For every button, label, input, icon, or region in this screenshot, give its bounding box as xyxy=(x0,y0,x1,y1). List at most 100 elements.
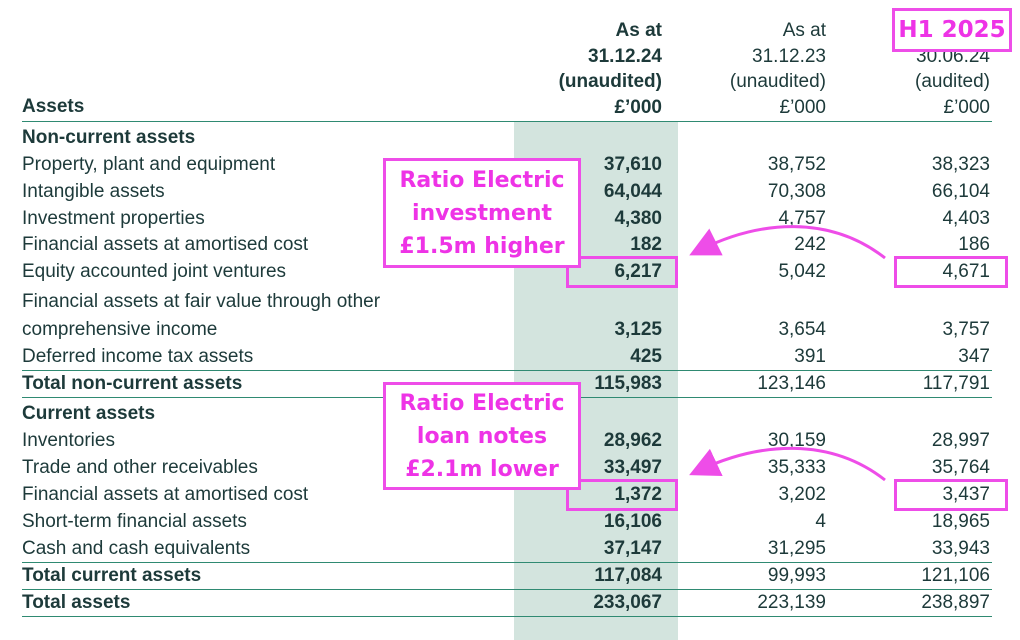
value-2024: 37,610 xyxy=(603,154,662,175)
row-label: Financial assets at fair value through o… xyxy=(22,291,381,312)
row-label: Cash and cash equivalents xyxy=(22,538,251,559)
callout-line: loan notes xyxy=(416,424,548,449)
value-2023: 4,757 xyxy=(778,208,826,229)
callout-line: £2.1m lower xyxy=(405,457,559,482)
col1-header: As at 31.12.24 (unaudited) £’000 xyxy=(520,18,662,120)
value-jun24: 121,106 xyxy=(921,565,990,586)
highlight-box-equity-jun24 xyxy=(894,256,1008,288)
arrow-equity xyxy=(689,225,886,260)
col1-header-line1: As at xyxy=(615,20,662,41)
value-2024: 425 xyxy=(630,346,662,367)
callout-line: Ratio Electric xyxy=(399,168,565,193)
value-jun24: 28,997 xyxy=(931,430,990,451)
value-2023: 5,042 xyxy=(778,261,826,282)
value-jun24: 347 xyxy=(958,346,990,367)
value-jun24: 238,897 xyxy=(921,592,990,613)
value-2024: 16,106 xyxy=(603,511,662,532)
row-label: Short-term financial assets xyxy=(22,511,247,532)
value-2023: 30,159 xyxy=(767,430,826,451)
row-label: Financial assets at amortised cost xyxy=(22,484,309,505)
col1-header-line4: £’000 xyxy=(614,96,662,118)
total-row: Total assets 233,067 223,139 238,897 xyxy=(22,589,992,616)
row-label: Current assets xyxy=(22,403,156,424)
table-row: Short-term financial assets 16,106 4 18,… xyxy=(22,508,992,535)
value-2023: 35,333 xyxy=(767,457,826,478)
section-non-current: Non-current assets xyxy=(22,124,992,151)
value-jun24: 38,323 xyxy=(931,154,990,175)
value-2024: 28,962 xyxy=(603,430,662,451)
table-row: comprehensive income 3,125 3,654 3,757 xyxy=(22,316,992,343)
value-2024: 182 xyxy=(630,234,662,255)
section-current: Current assets xyxy=(22,400,992,427)
callout-line: investment xyxy=(411,201,553,226)
col1-header-line3: (unaudited) xyxy=(558,71,662,92)
total-rule xyxy=(22,589,992,590)
callout-loan-notes: Ratio Electric loan notes £2.1m lower xyxy=(383,382,581,490)
subtotal-rule xyxy=(22,562,992,563)
value-2024: 1,372 xyxy=(614,484,662,505)
value-2023: 99,993 xyxy=(767,565,826,586)
value-2023: 391 xyxy=(794,346,826,367)
table-row: Financial assets at amortised cost 1,372… xyxy=(22,481,992,508)
col1-header-line2: 31.12.24 xyxy=(588,45,662,67)
table-row: Inventories 28,962 30,159 28,997 xyxy=(22,427,992,454)
value-2023: 3,654 xyxy=(778,319,826,340)
row-label: Total assets xyxy=(22,592,131,613)
table-row: Investment properties 4,380 4,757 4,403 xyxy=(22,205,992,232)
table-row: Deferred income tax assets 425 391 347 xyxy=(22,343,992,370)
value-2023: 3,202 xyxy=(778,484,826,505)
value-2024: 117,084 xyxy=(594,565,662,586)
highlight-box-loan-2024 xyxy=(566,479,678,511)
h1-2025-tag: H1 2025 xyxy=(892,8,1012,52)
value-2024: 64,044 xyxy=(603,181,662,202)
callout-line: £1.5m higher xyxy=(399,234,565,259)
row-label: Non-current assets xyxy=(22,127,196,148)
callout-line: Ratio Electric xyxy=(399,391,565,416)
row-label: Investment properties xyxy=(22,208,205,229)
row-label: Property, plant and equipment xyxy=(22,154,276,175)
row-label: Total current assets xyxy=(22,565,202,586)
value-2023: 70,308 xyxy=(767,181,826,202)
total-rule xyxy=(22,616,992,617)
value-jun24: 117,791 xyxy=(922,373,990,394)
value-jun24: 186 xyxy=(958,234,990,255)
table-row: Equity accounted joint ventures 6,217 5,… xyxy=(22,258,992,285)
row-label: Equity accounted joint ventures xyxy=(22,261,287,282)
row-label: Deferred income tax assets xyxy=(22,346,254,367)
value-jun24: 18,965 xyxy=(931,511,990,532)
subtotal-row: Total non-current assets 115,983 123,146… xyxy=(22,370,992,397)
value-2024: 6,217 xyxy=(614,261,662,282)
row-label: Intangible assets xyxy=(22,181,165,202)
arrow-loan xyxy=(689,446,886,482)
subtotal-rule xyxy=(22,370,992,371)
value-2023: 31,295 xyxy=(767,538,826,559)
value-jun24: 4,671 xyxy=(942,261,990,282)
col2-header-line4: £’000 xyxy=(779,96,827,118)
table-row: Cash and cash equivalents 37,147 31,295 … xyxy=(22,535,992,562)
row-label: comprehensive income xyxy=(22,319,218,340)
value-2024: 33,497 xyxy=(603,457,662,478)
col2-header-line3: (unaudited) xyxy=(729,71,826,92)
header-rule xyxy=(22,121,992,122)
value-2024: 4,380 xyxy=(614,208,662,229)
value-2024: 3,125 xyxy=(614,319,662,340)
col2-header-line2: 31.12.23 xyxy=(752,45,826,67)
value-jun24: 3,757 xyxy=(942,319,990,340)
highlight-box-loan-jun24 xyxy=(894,479,1008,511)
value-2023: 223,139 xyxy=(757,592,826,613)
row-label: Inventories xyxy=(22,430,115,451)
row-label: Total non-current assets xyxy=(22,373,243,394)
value-jun24: 66,104 xyxy=(931,181,990,202)
value-2023: 123,146 xyxy=(757,373,826,394)
col2-header: As at 31.12.23 (unaudited) £’000 xyxy=(684,18,826,120)
value-2024: 115,983 xyxy=(594,373,662,394)
row-label: Financial assets at amortised cost xyxy=(22,234,309,255)
callout-investment: Ratio Electric investment £1.5m higher xyxy=(383,158,581,268)
col3-header-line3: (audited) xyxy=(915,71,990,92)
assets-heading: Assets xyxy=(22,96,85,117)
table-row: Property, plant and equipment 37,610 38,… xyxy=(22,151,992,178)
value-jun24: 3,437 xyxy=(942,484,990,505)
col2-header-line1: As at xyxy=(782,20,826,41)
value-2024: 233,067 xyxy=(593,592,662,613)
